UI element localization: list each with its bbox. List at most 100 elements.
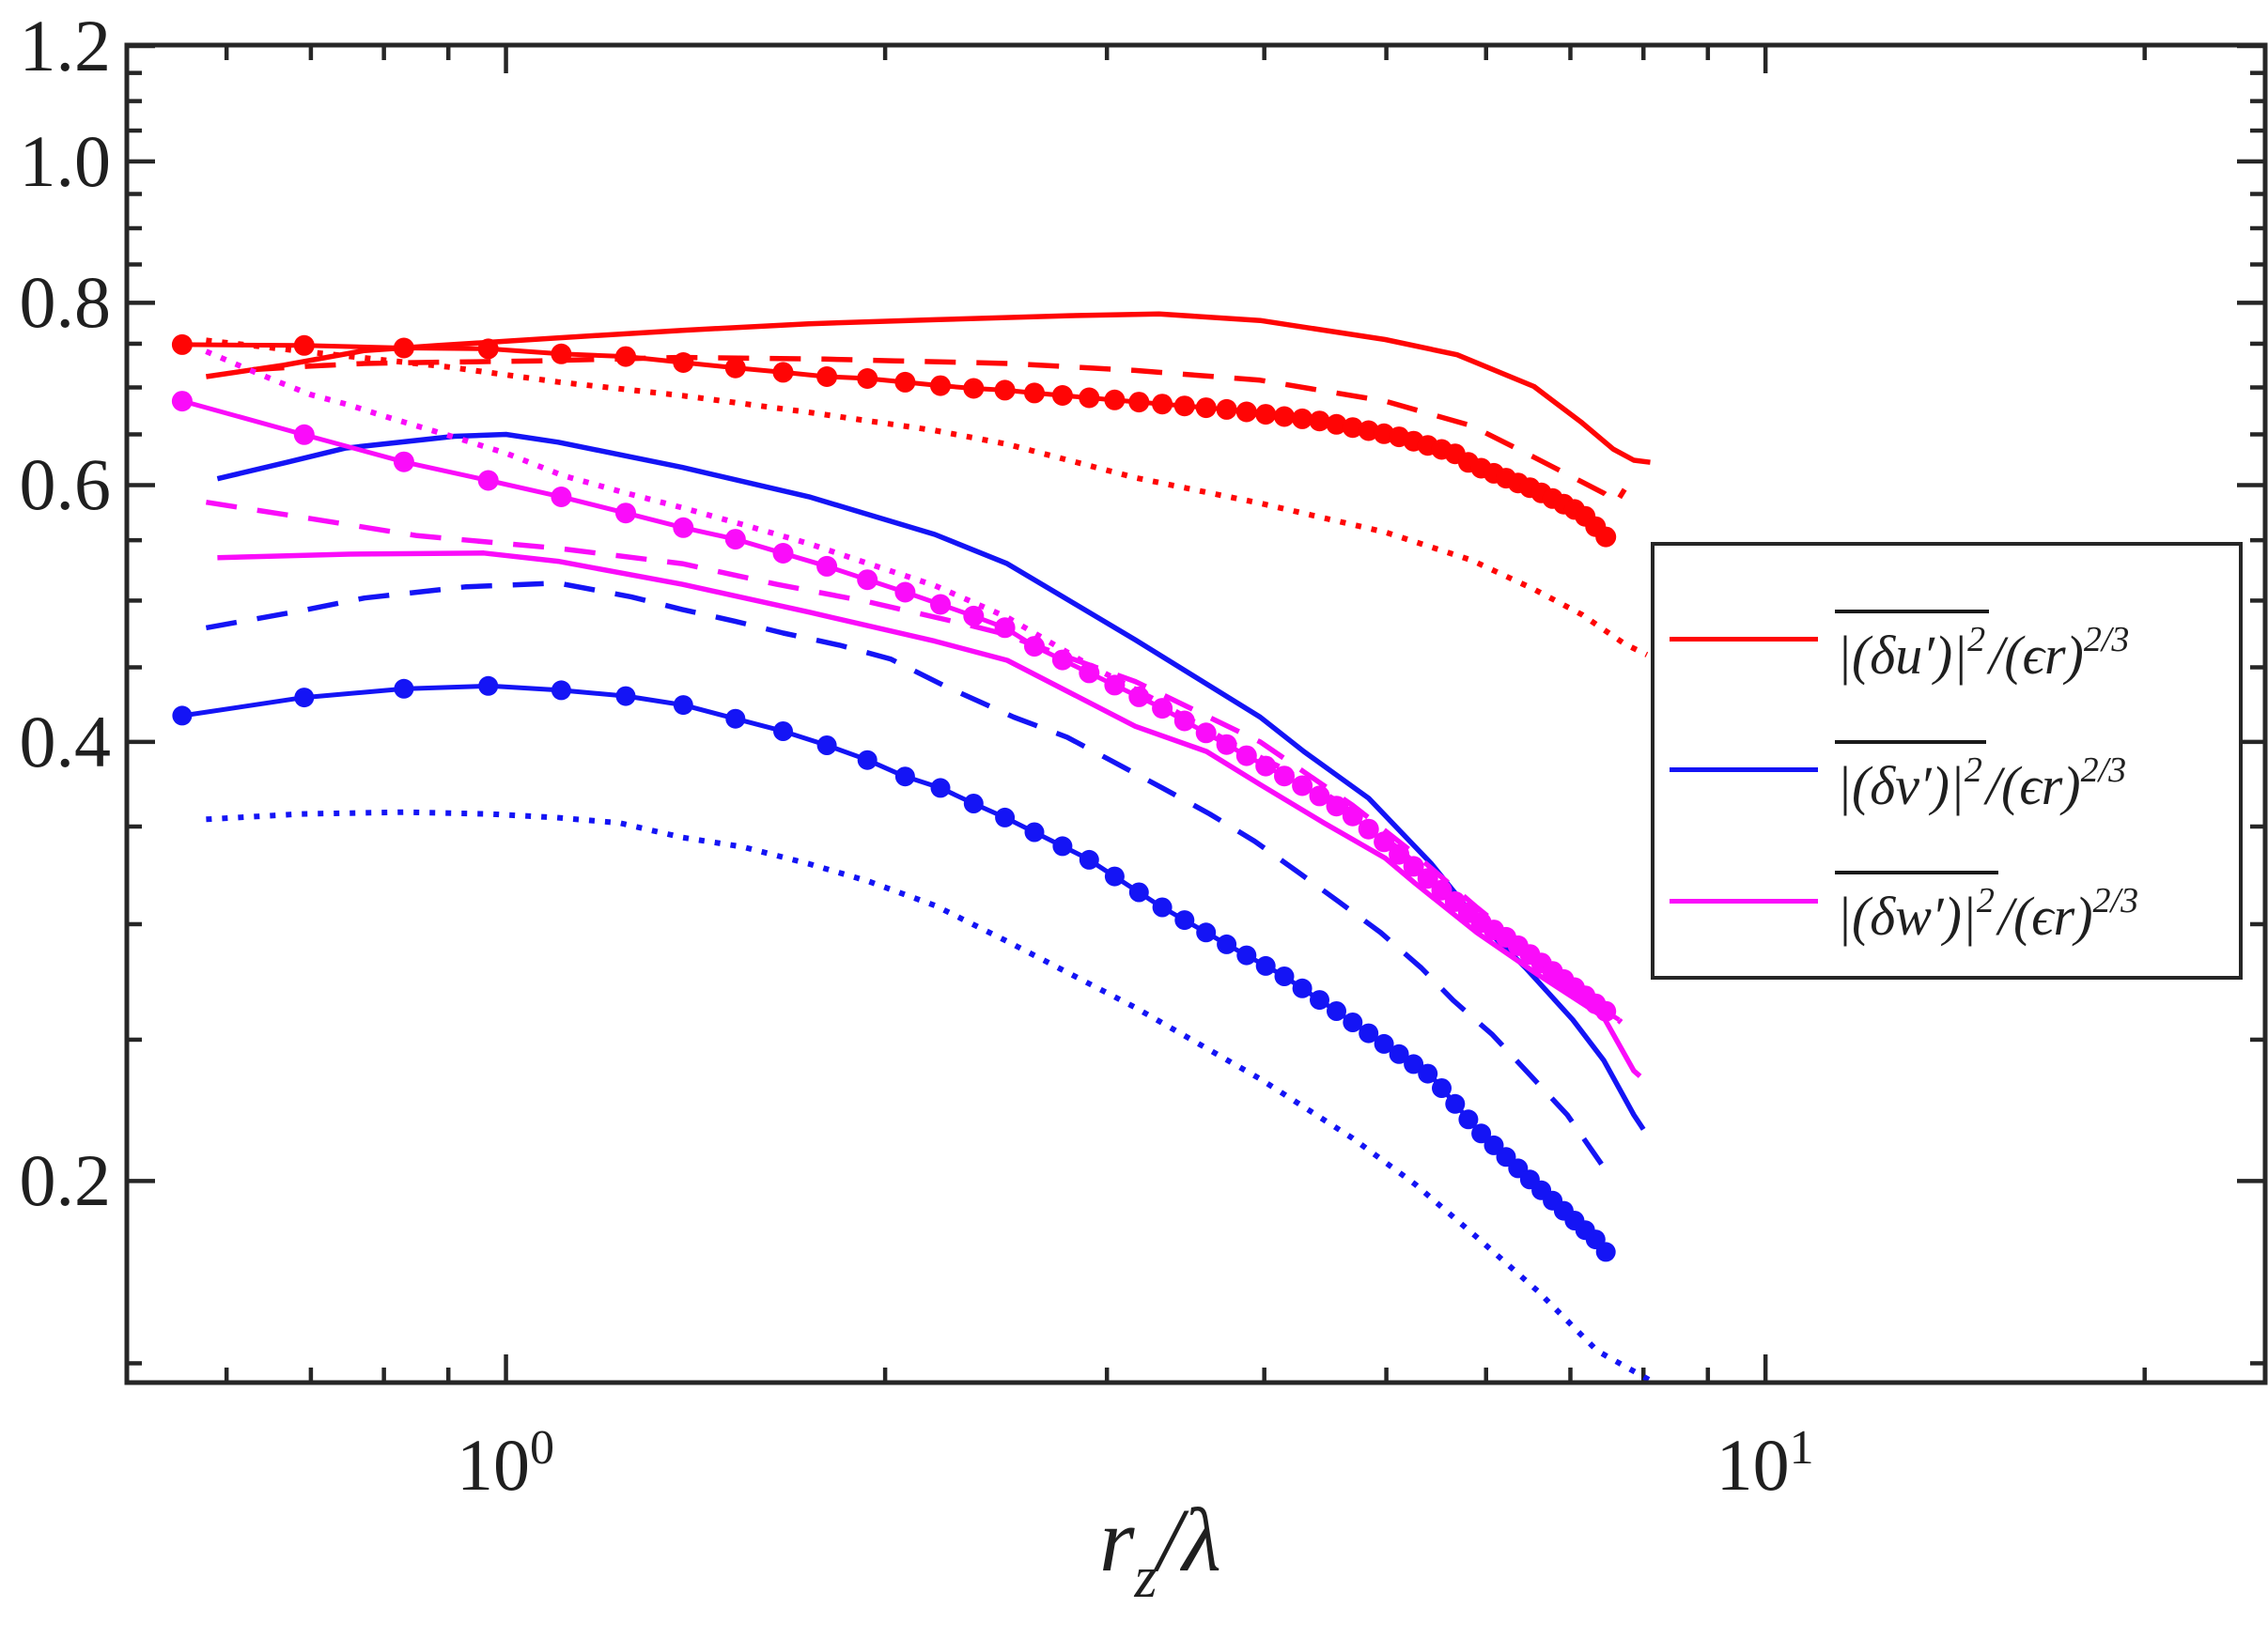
y-tick-label-0.6: 0.6 [19, 443, 112, 526]
data-point-marker [1389, 1044, 1409, 1064]
data-point-marker [1216, 734, 1237, 755]
data-point-marker [1292, 775, 1313, 796]
axis-ticks [127, 43, 2265, 1383]
data-point-marker [1310, 990, 1329, 1011]
data-point-marker [857, 368, 878, 389]
series-dw-dashed [205, 499, 1618, 1029]
data-point-marker [1374, 1033, 1394, 1054]
data-point-marker [995, 807, 1016, 827]
data-point-marker [171, 391, 193, 412]
data-point-marker [1104, 674, 1126, 696]
data-point-marker [1292, 408, 1313, 429]
data-point-marker [1128, 882, 1149, 903]
data-point-marker [1196, 922, 1217, 943]
data-point-marker [477, 470, 499, 491]
data-point-marker [724, 529, 746, 550]
legend-label: |(δw′)|2/(ϵr)2/3 [1835, 858, 2138, 944]
data-point-marker [1432, 1078, 1452, 1098]
data-point-marker [1079, 849, 1099, 870]
data-point-marker [1255, 755, 1277, 777]
data-point-marker [1274, 406, 1295, 427]
series-dw-markers [182, 398, 1621, 1022]
data-point-marker [551, 487, 572, 507]
data-point-marker [816, 555, 838, 577]
data-point-marker [394, 678, 414, 699]
data-point-marker [294, 688, 315, 708]
data-point-marker [1152, 897, 1173, 918]
data-point-marker [894, 766, 915, 787]
data-point-marker [1104, 389, 1126, 410]
data-point-marker [673, 695, 693, 716]
plot-box [124, 42, 2268, 1385]
data-point-marker [1309, 410, 1330, 432]
y-tick-label-0.8: 0.8 [19, 261, 112, 344]
legend-line-sample [1670, 767, 1818, 773]
data-point-marker [773, 721, 793, 741]
data-point-marker [930, 594, 951, 615]
legend-entry-2: |(δw′)|2/(ϵr)2/3 [1654, 836, 2239, 966]
data-point-marker [615, 686, 636, 706]
data-point-marker [1418, 1063, 1438, 1084]
data-point-marker [1274, 765, 1295, 787]
data-point-marker [1417, 868, 1438, 889]
series-du-solid [205, 311, 1651, 465]
data-point-marker [1195, 722, 1217, 744]
data-point-marker [930, 778, 951, 798]
series-dw-markers-points [171, 391, 1617, 1022]
data-point-marker [930, 375, 951, 396]
data-point-marker [1173, 710, 1195, 732]
series-du-markers-points [171, 333, 1617, 548]
data-point-marker [1358, 818, 1379, 840]
data-point-marker [1024, 636, 1045, 657]
data-point-marker [724, 357, 746, 379]
series-du-dotted [206, 337, 1649, 657]
data-point-marker [994, 617, 1016, 639]
data-point-marker [1359, 1023, 1379, 1044]
y-tick-label-0.2: 0.2 [19, 1139, 112, 1222]
data-point-marker [1236, 945, 1257, 966]
data-point-marker [1052, 836, 1073, 857]
data-point-marker [1079, 387, 1100, 409]
data-point-marker [1431, 879, 1452, 901]
data-point-marker [963, 605, 985, 626]
y-tick-label-1.2: 1.2 [19, 4, 112, 86]
data-point-marker [393, 337, 414, 359]
data-point-marker [894, 581, 916, 603]
y-tick-label-1.0: 1.0 [19, 119, 112, 202]
data-point-marker [1104, 866, 1125, 887]
data-point-marker [615, 346, 636, 367]
series-layer [171, 311, 1652, 1383]
data-point-marker [857, 569, 878, 591]
series-dv-dotted [206, 809, 1652, 1383]
data-point-marker [1595, 1242, 1616, 1262]
data-point-marker [772, 362, 794, 383]
data-point-marker [1342, 805, 1363, 827]
data-point-marker [673, 352, 694, 373]
data-point-marker [615, 503, 636, 524]
data-point-marker [1235, 745, 1257, 766]
data-point-marker [1358, 420, 1379, 441]
data-point-marker [393, 451, 414, 472]
data-point-marker [1403, 856, 1424, 877]
data-point-marker [1216, 398, 1237, 420]
data-point-marker [172, 705, 193, 726]
data-point-marker [1079, 662, 1100, 684]
data-point-marker [1255, 404, 1277, 425]
data-point-marker [894, 371, 916, 393]
data-point-marker [1051, 385, 1073, 406]
series-dv-markers-points [172, 675, 1616, 1262]
data-point-marker [1326, 796, 1347, 817]
data-point-marker [1343, 1013, 1363, 1032]
data-point-marker [1195, 397, 1217, 419]
data-point-marker [1342, 417, 1363, 439]
legend-line-sample [1670, 637, 1818, 642]
data-point-marker [673, 517, 694, 538]
data-point-marker [1327, 1001, 1346, 1021]
x-tick-label-10e0: 100 [457, 1421, 556, 1506]
data-point-marker [1051, 649, 1073, 671]
x-axis-label: rz/λ [1099, 1490, 1221, 1610]
data-point-marker [1326, 413, 1347, 435]
data-point-marker [1174, 910, 1195, 931]
x-tick-label-10e1: 101 [1716, 1421, 1815, 1506]
